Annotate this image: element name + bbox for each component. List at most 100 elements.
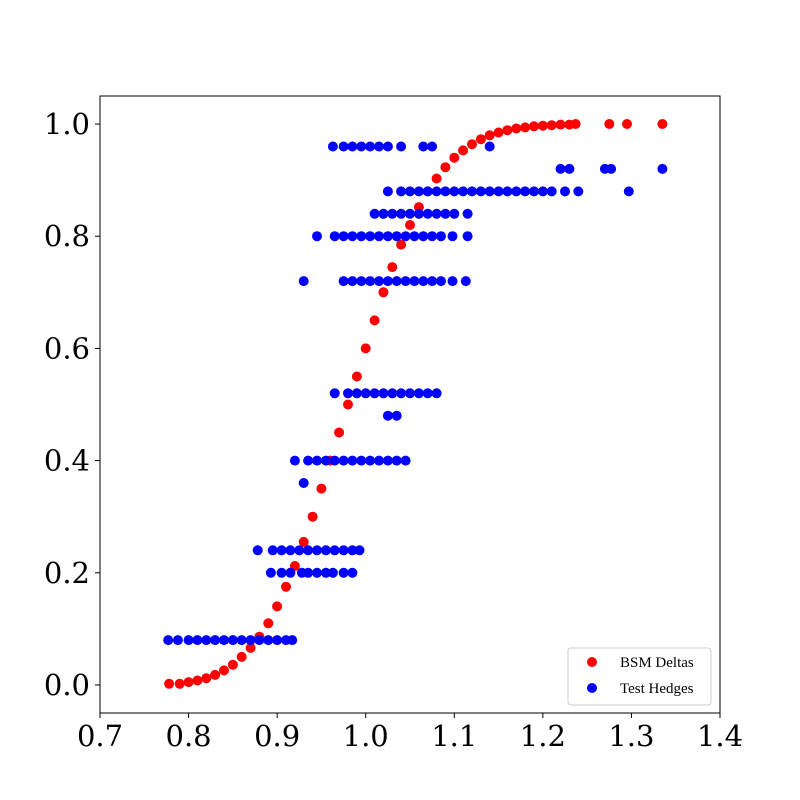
test-hedge-point [657,163,668,174]
test-hedge-point [440,208,451,219]
x-tick-label: 1.0 [343,719,389,753]
test-hedge-point [396,208,407,219]
test-hedge-point [351,388,362,399]
test-hedge-point [201,635,212,646]
bsm-delta-point [555,119,566,130]
test-hedge-point [400,276,411,287]
test-hedge-point [374,276,384,287]
test-hedge-point [347,276,358,287]
test-hedge-point [493,186,504,197]
test-hedge-point [520,186,531,197]
test-hedge-point [365,231,376,242]
x-tick-label: 1.1 [431,719,477,753]
bsm-delta-point [657,119,668,129]
test-hedge-point [484,186,495,197]
bsm-delta-point [570,119,581,129]
test-hedge-point [382,231,393,242]
test-hedge-point [537,186,548,197]
test-hedge-point [303,455,314,466]
test-hedge-point [272,635,283,646]
test-hedge-point [391,276,402,287]
test-hedge-point [327,141,338,152]
test-hedge-point [327,567,338,578]
test-hedge-point [347,231,358,242]
bsm-delta-point [307,511,318,522]
test-hedge-point [400,455,411,466]
test-hedge-point [462,208,473,219]
bsm-delta-point [537,120,548,131]
bsm-delta-point [164,678,175,689]
test-hedge-point [555,163,566,174]
bsm-delta-point [546,120,557,131]
legend-marker-test-hedges [587,683,597,693]
test-hedge-point [447,231,458,242]
bsm-delta-point [431,173,442,184]
test-hedge-point [210,635,221,646]
bsm-delta-point [604,119,615,129]
bsm-delta-point [475,134,486,145]
test-hedge-point [405,208,415,219]
test-hedge-point [396,141,407,152]
test-hedge-point [338,141,349,152]
bsm-delta-point [529,121,539,132]
test-hedge-point [427,276,438,287]
legend: BSM Deltas Test Hedges [567,647,712,706]
test-hedge-point [449,186,460,197]
test-hedge-point [369,208,380,219]
bsm-delta-point [622,119,632,129]
x-tick-label: 1.2 [520,719,566,753]
test-hedge-point [365,276,376,287]
test-hedge-point [573,186,584,197]
test-hedge-point [400,231,411,242]
test-hedge-point [338,567,349,578]
test-hedge-point [320,455,331,466]
bsm-delta-point [298,536,309,547]
test-hedge-point [347,455,358,466]
bsm-delta-point [440,162,451,173]
test-hedge-point [391,455,402,466]
test-hedge-point [227,635,238,646]
test-hedge-point [396,186,407,197]
test-hedge-point [382,186,393,197]
test-hedge-point [511,186,522,197]
test-hedge-point [329,545,340,556]
bsm-delta-point [192,675,203,686]
test-hedge-point [391,231,402,242]
bsm-delta-point [458,145,469,156]
test-hedge-point [183,635,194,646]
test-hedge-point [606,163,617,174]
test-hedge-point [378,208,389,219]
bsm-deltas-series [164,119,668,689]
test-hedge-point [320,545,331,556]
legend-box [567,647,712,706]
bsm-delta-point [520,122,531,133]
test-hedge-point [405,186,415,197]
test-hedge-point [413,388,424,399]
test-hedge-point [374,141,384,152]
bsm-delta-point [281,581,291,592]
test-hedge-point [382,141,393,152]
bsm-delta-point [227,659,238,670]
test-hedge-point [560,186,570,197]
test-hedge-point [422,388,433,399]
test-hedge-point [409,231,420,242]
x-axis: 0.7 0.8 0.9 1.0 1.1 1.2 1.3 1.4 [77,713,743,753]
test-hedge-point [192,635,203,646]
test-hedge-point [365,455,376,466]
test-hedge-point [329,388,340,399]
test-hedge-point [564,163,575,174]
test-hedge-point [329,455,340,466]
test-hedge-point [303,567,314,578]
test-hedge-point [285,545,296,556]
test-hedge-point [431,186,442,197]
bsm-delta-point [272,601,283,612]
y-tick-label: 0.2 [44,556,90,590]
bsm-delta-point [484,130,495,141]
test-hedge-point [382,276,393,287]
bsm-delta-point [219,665,229,676]
test-hedge-point [462,231,473,242]
test-hedges-series [163,141,668,646]
test-hedge-point [422,208,433,219]
test-hedge-point [254,635,265,646]
